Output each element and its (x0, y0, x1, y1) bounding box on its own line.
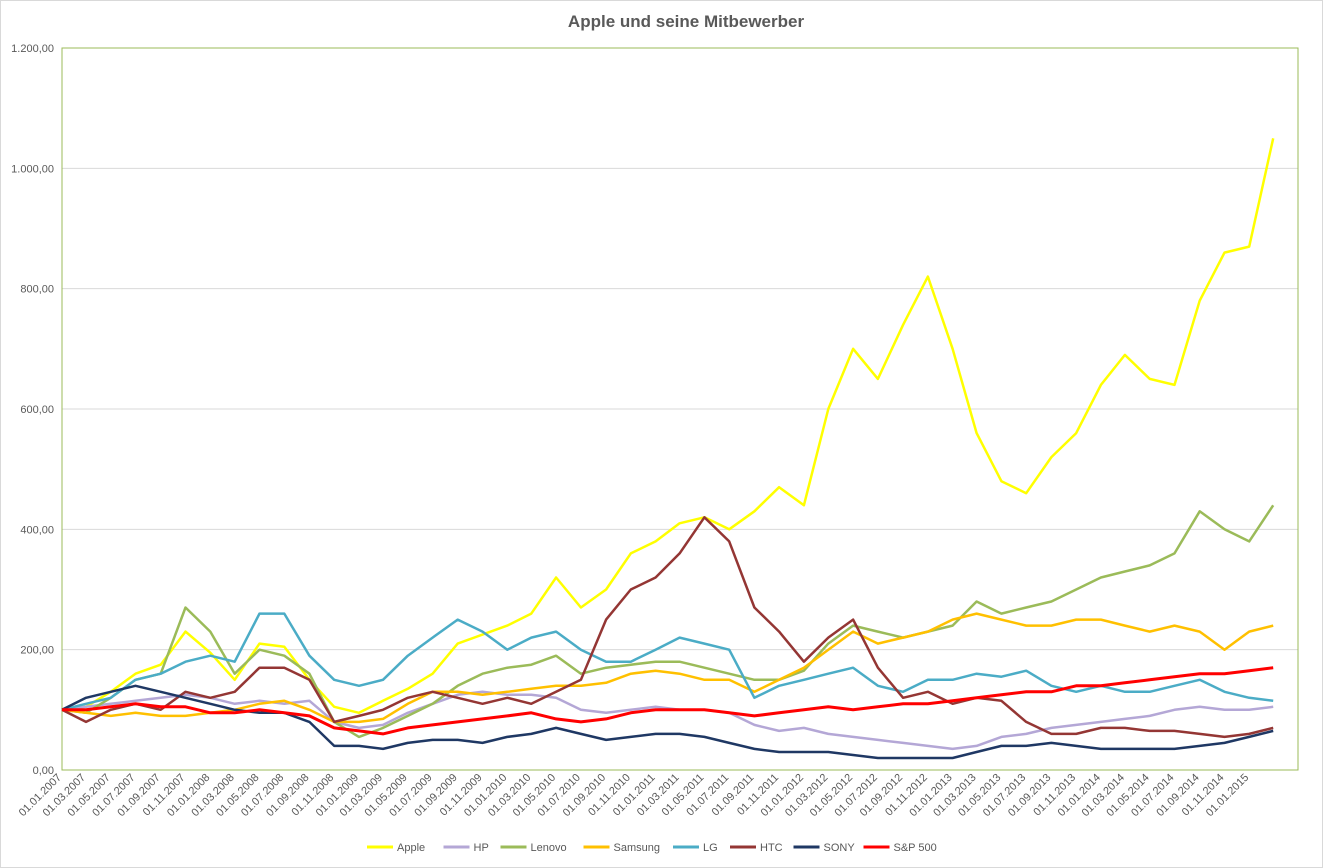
series-line-lenovo (61, 504, 1275, 739)
series-line-htc (61, 516, 1274, 739)
y-tick-label: 800,00 (20, 284, 54, 296)
y-tick-label: 0,00 (33, 765, 54, 777)
legend-label-lg: LG (703, 842, 718, 854)
series-line-sony (61, 684, 1274, 760)
series-line-apple (61, 138, 1275, 715)
legend-label-s-p-500: S&P 500 (894, 842, 937, 854)
series-line-lg (61, 612, 1274, 712)
legend-label-apple: Apple (397, 842, 425, 854)
y-tick-label: 200,00 (20, 645, 54, 657)
chart-title: Apple und seine Mitbewerber (568, 12, 805, 31)
legend-label-htc: HTC (760, 842, 783, 854)
legend: Apple HP Lenovo Samsung LG HTC SONY S&P 500 (367, 842, 937, 854)
series-line-samsung (61, 612, 1274, 724)
series-line-hp (61, 690, 1274, 751)
y-tick-label: 400,00 (20, 524, 54, 536)
legend-label-lenovo: Lenovo (531, 842, 567, 854)
y-tick-label: 600,00 (20, 404, 54, 416)
y-tick-label: 1.000,00 (11, 163, 54, 175)
series-line-s-p-500 (62, 666, 1274, 736)
plot-area-border (61, 47, 1299, 771)
x-axis-ticks: 01.01.200701.03.200701.05.200701.07.2007… (17, 772, 1252, 819)
y-axis-ticks: 0,00 200,00 400,00 600,00 800,00 1.000,00 1.20… (11, 43, 54, 777)
legend-label-sony: SONY (824, 842, 856, 854)
y-tick-label: 1.200,00 (11, 43, 54, 55)
legend-label-samsung: Samsung (614, 842, 660, 854)
series-lines (61, 138, 1275, 760)
legend-label-hp: HP (474, 842, 489, 854)
